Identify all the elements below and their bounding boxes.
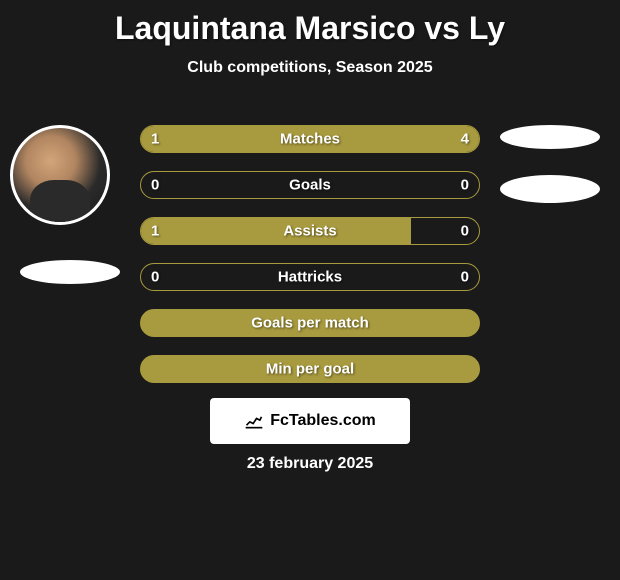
branding-badge: FcTables.com xyxy=(210,398,410,444)
stat-bar-right xyxy=(209,126,479,152)
stat-bar-left xyxy=(141,218,411,244)
page-title: Laquintana Marsico vs Ly xyxy=(0,0,620,47)
player-name-badge-right-top xyxy=(500,125,600,149)
chart-icon xyxy=(244,411,264,431)
branding-text: FcTables.com xyxy=(270,412,376,430)
stat-value-left: 0 xyxy=(151,269,159,286)
stat-value-left: 1 xyxy=(151,223,159,240)
stat-label: Goals per match xyxy=(251,315,369,332)
stat-label: Goals xyxy=(289,177,331,194)
stat-row: Goals per match xyxy=(140,309,480,337)
stat-value-left: 0 xyxy=(151,177,159,194)
stat-value-left: 1 xyxy=(151,131,159,148)
stat-row: Hattricks 0 0 xyxy=(140,263,480,291)
stat-row: Matches 1 4 xyxy=(140,125,480,153)
stat-row: Assists 1 0 xyxy=(140,217,480,245)
footer-date: 23 february 2025 xyxy=(247,455,373,473)
stat-value-right: 0 xyxy=(461,223,469,240)
stat-value-right: 0 xyxy=(461,269,469,286)
player-name-badge-left xyxy=(20,260,120,284)
stat-label: Min per goal xyxy=(266,361,354,378)
player-avatar-left xyxy=(10,125,110,225)
stat-value-right: 0 xyxy=(461,177,469,194)
stat-value-right: 4 xyxy=(461,131,469,148)
stats-container: Matches14Goals00Assists10Hattricks00Goal… xyxy=(140,125,480,401)
stat-row: Min per goal xyxy=(140,355,480,383)
stat-label: Hattricks xyxy=(278,269,342,286)
stat-label: Assists xyxy=(283,223,336,240)
stat-row: Goals 0 0 xyxy=(140,171,480,199)
stat-label: Matches xyxy=(280,131,340,148)
player-name-badge-right-bottom xyxy=(500,175,600,203)
page-subtitle: Club competitions, Season 2025 xyxy=(0,59,620,77)
